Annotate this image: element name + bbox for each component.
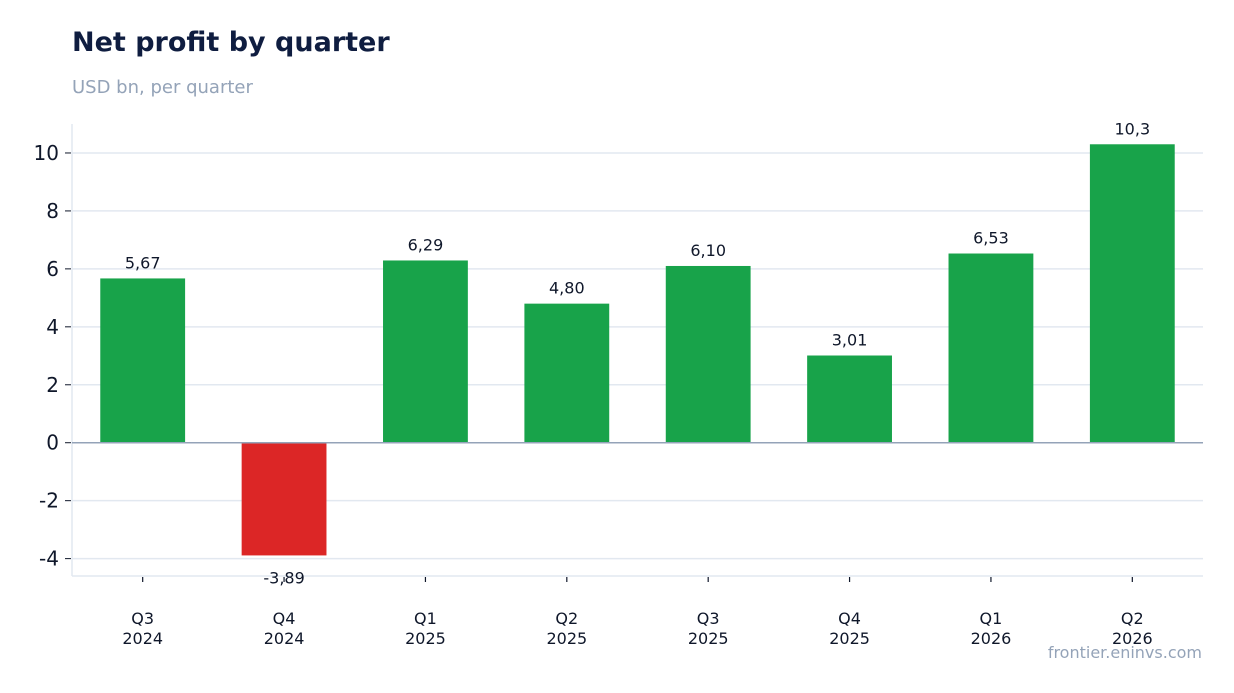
bar (807, 355, 892, 443)
y-tick-label: 2 (46, 373, 59, 397)
x-tick-label-line: Q3 (697, 609, 720, 628)
x-tick-label-line: 2025 (688, 629, 729, 648)
bar (383, 260, 468, 443)
bar (524, 303, 610, 443)
x-tick-label-line: 2026 (1112, 629, 1153, 648)
x-tick-label-line: Q3 (131, 609, 154, 628)
y-tick-label: 4 (46, 315, 59, 339)
bar (948, 253, 1034, 443)
y-tick-label: 10 (34, 141, 59, 165)
x-tick-label: Q1 2025 (405, 609, 446, 648)
data-label: 4,80 (549, 279, 585, 298)
data-label: 6,53 (973, 229, 1009, 248)
x-tick-label: Q3 2024 (122, 609, 163, 648)
data-label: 10,3 (1115, 119, 1151, 138)
x-tick-label-line: Q4 (838, 609, 861, 628)
x-tick-label-line: Q4 (273, 609, 296, 628)
data-label: 5,67 (125, 253, 161, 272)
chart-subtitle: USD bn, per quarter (72, 77, 253, 98)
x-tick-label: Q3 2025 (688, 609, 729, 648)
x-tick-label: Q1 2026 (971, 609, 1012, 648)
y-tick-label: 6 (46, 257, 59, 281)
y-tick-label: 8 (46, 199, 59, 223)
x-tick-label-line: Q2 (555, 609, 578, 628)
y-tick-label: -4 (39, 547, 59, 571)
x-tick-label: Q2 2025 (546, 609, 587, 648)
x-tick-label-line: 2026 (971, 629, 1012, 648)
x-tick-label-line: Q1 (980, 609, 1003, 628)
x-tick-label: Q4 2024 (264, 609, 305, 648)
data-label: 6,29 (408, 235, 444, 254)
source-credit: frontier.eninvs.com (1047, 643, 1202, 662)
x-tick-label-line: 2025 (405, 629, 446, 648)
x-tick-label-line: 2025 (546, 629, 587, 648)
x-tick-label-line: 2024 (122, 629, 163, 648)
data-label: 3,01 (832, 331, 868, 350)
x-tick-label-line: 2024 (264, 629, 305, 648)
data-label: 6,10 (690, 241, 726, 260)
x-tick-label-line: Q1 (414, 609, 437, 628)
chart-title: Net profit by quarter (72, 27, 390, 58)
bar (1089, 144, 1175, 443)
bar (665, 265, 751, 443)
bar (100, 278, 186, 443)
x-tick-label-line: Q2 (1121, 609, 1144, 628)
y-tick-label: 0 (46, 431, 59, 455)
x-tick-label: Q4 2025 (829, 609, 870, 648)
x-tick-label: Q2 2026 (1112, 609, 1153, 648)
bar (241, 442, 327, 556)
y-tick-label: -2 (39, 489, 59, 513)
x-tick-label-line: 2025 (829, 629, 870, 648)
